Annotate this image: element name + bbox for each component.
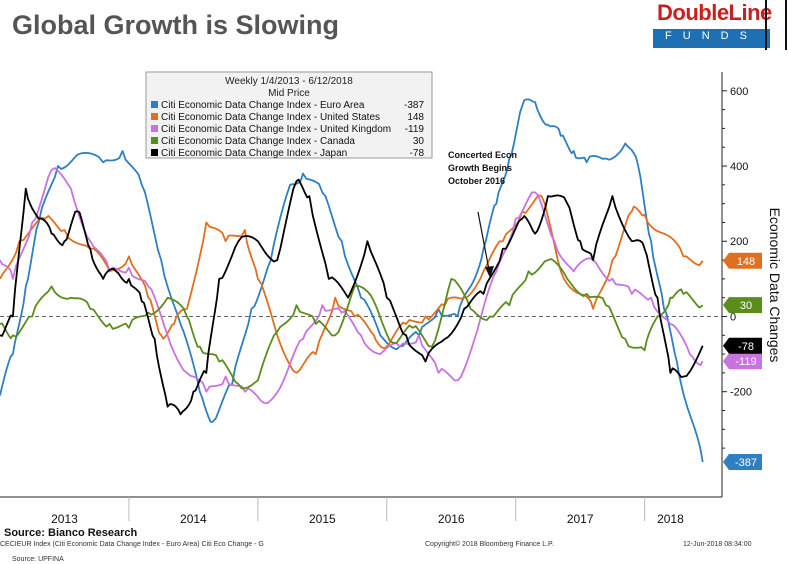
legend-swatch bbox=[151, 113, 158, 120]
legend-entry-name: Citi Economic Data Change Index - Euro A… bbox=[161, 100, 365, 111]
end-label-tag bbox=[723, 252, 762, 269]
annotation-arrow bbox=[477, 211, 491, 276]
x-tick-label: 2016 bbox=[438, 512, 465, 526]
legend-entry-value: 148 bbox=[407, 112, 424, 123]
series-line bbox=[0, 258, 704, 390]
legend-entry-name: Citi Economic Data Change Index - Canada bbox=[161, 136, 355, 147]
legend-subtitle: Mid Price bbox=[268, 88, 310, 99]
axis-layer: 600 400 200 0 -200 2013 2014 2015 2016 2017 2018 bbox=[0, 72, 752, 526]
end-label-tag bbox=[723, 454, 762, 471]
series-line bbox=[0, 178, 704, 416]
end-label: 30 bbox=[723, 297, 762, 314]
x-tick-label: 2013 bbox=[51, 512, 78, 526]
logo-funds: FUNDS bbox=[665, 30, 758, 42]
series-line bbox=[0, 167, 704, 404]
annotation-line-3: October 2016 bbox=[448, 176, 505, 186]
annotation-line-1: Concerted Econ bbox=[448, 150, 517, 160]
footer-ticker: CECIEUR Index (Citi Economic Data Change… bbox=[0, 541, 264, 548]
y-axis-label: Economic Data Changes bbox=[767, 208, 783, 363]
legend-entry-name: Citi Economic Data Change Index - United… bbox=[161, 124, 391, 135]
y-tick-label: -200 bbox=[730, 387, 752, 399]
legend-swatch bbox=[151, 137, 158, 144]
end-labels: -387 148 -119 30 -78 bbox=[723, 252, 762, 471]
x-tick-label: 2018 bbox=[657, 512, 684, 526]
y-tick-label: 0 bbox=[730, 311, 736, 323]
x-tick-label: 2017 bbox=[567, 512, 594, 526]
legend-entry-name: Citi Economic Data Change Index - Japan bbox=[161, 148, 347, 159]
footer-date: 12-Jun-2018 08:34:00 bbox=[683, 541, 752, 548]
end-label-text: 148 bbox=[737, 256, 755, 268]
end-label: -387 bbox=[723, 454, 762, 471]
series-line bbox=[0, 194, 704, 374]
footer-source: Source: Bianco Research bbox=[4, 527, 138, 539]
logo-frame bbox=[765, 0, 787, 50]
legend-entry-value: -387 bbox=[404, 100, 424, 111]
legend-entry-value: -78 bbox=[410, 148, 425, 159]
series-layer bbox=[0, 98, 704, 463]
y-tick-label: 400 bbox=[730, 161, 748, 173]
y-tick-label: 600 bbox=[730, 86, 748, 98]
end-label: -78 bbox=[723, 337, 762, 354]
footer-copyright: Copyright© 2018 Bloomberg Finance L.P. bbox=[425, 541, 554, 548]
legend-entry-value: 30 bbox=[413, 136, 425, 147]
end-label-tag bbox=[723, 337, 762, 354]
end-label: 148 bbox=[723, 252, 762, 269]
annotation-line-2: Growth Begins bbox=[448, 163, 512, 173]
annotation-arrowhead bbox=[485, 266, 494, 278]
legend-swatch bbox=[151, 125, 158, 132]
legend-box: Weekly 1/4/2013 - 6/12/2018 Mid Price Ci… bbox=[145, 71, 433, 159]
x-tick-label: 2015 bbox=[309, 512, 336, 526]
end-label: -119 bbox=[723, 353, 762, 370]
end-label-text: -119 bbox=[735, 356, 756, 368]
legend-swatch bbox=[151, 149, 158, 156]
page-title: Global Growth is Slowing bbox=[12, 10, 340, 40]
y-tick-label: 200 bbox=[730, 236, 748, 248]
end-label-text: -78 bbox=[738, 341, 754, 353]
end-label-tag bbox=[723, 353, 762, 370]
end-label-tag bbox=[723, 297, 762, 314]
end-label-text: 30 bbox=[740, 300, 752, 312]
logo-brand: DoubleLine bbox=[657, 0, 772, 25]
logo-bar bbox=[653, 29, 770, 48]
end-label-text: -387 bbox=[735, 457, 757, 469]
footer-source-2: Source: UPFINA bbox=[12, 556, 64, 563]
doubleline-logo: DoubleLine FUNDS bbox=[653, 0, 788, 52]
annotation: Concerted Econ Growth Begins October 201… bbox=[448, 150, 517, 278]
legend-entry-value: -119 bbox=[405, 124, 425, 135]
legend-entry-name: Citi Economic Data Change Index - United… bbox=[161, 112, 380, 123]
legend-title: Weekly 1/4/2013 - 6/12/2018 bbox=[225, 76, 353, 87]
x-tick-label: 2014 bbox=[180, 512, 207, 526]
legend-swatch bbox=[151, 101, 158, 108]
